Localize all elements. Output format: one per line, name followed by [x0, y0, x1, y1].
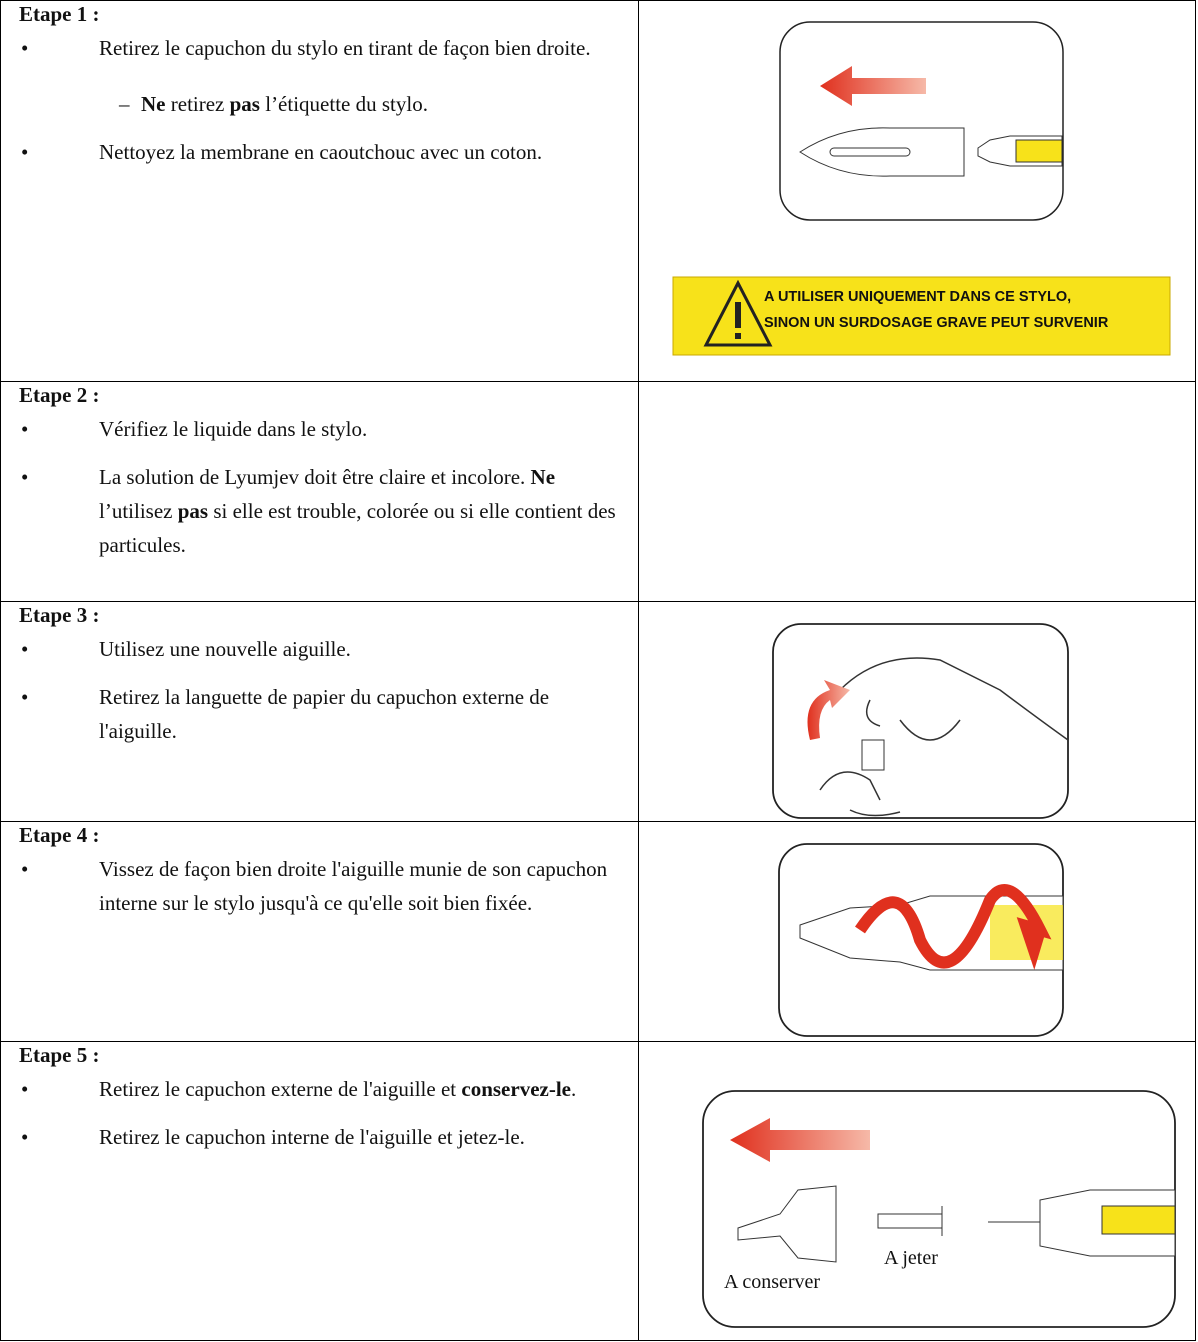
- step-row: Etape 2 : Vérifiez le liquide dans le sty…: [0, 381, 1196, 601]
- text: Retirez le capuchon externe de l'aiguill…: [99, 1077, 462, 1101]
- step-heading: Etape 2 :: [19, 383, 100, 407]
- bold-text: pas: [177, 499, 209, 523]
- slot: [829, 147, 911, 157]
- hand: [819, 771, 901, 817]
- outer-cap: [737, 1185, 837, 1263]
- text: Nettoyez la membrane en caoutchouc avec …: [99, 140, 543, 164]
- bullet-item: Nettoyez la membrane en caoutchouc avec …: [19, 135, 629, 169]
- text: La solution de Lyumjev doit être claire …: [99, 465, 531, 489]
- step-row: Etape 3 : Utilisez une nouvelle aiguille.…: [0, 601, 1196, 821]
- arrow: [730, 1118, 870, 1162]
- text: Utilisez une nouvelle aiguille.: [99, 637, 351, 661]
- step-heading: Etape 5 :: [19, 1043, 100, 1067]
- step-heading: Etape 1 :: [19, 2, 100, 26]
- sub-item: Ne retirez pas l’étiquette du stylo.: [99, 87, 629, 121]
- step-text: Etape 2 : Vérifiez le liquide dans le sty…: [1, 382, 639, 601]
- bullet-item: Retirez la languette de papier du capuch…: [19, 680, 629, 748]
- step-row: Etape 5 : Retirez le capuchon externe de …: [0, 1041, 1196, 1341]
- step-text: Etape 5 : Retirez le capuchon externe de …: [1, 1042, 639, 1340]
- text: Vissez de façon bien droite l'aiguille m…: [99, 857, 608, 915]
- text: Vérifiez le liquide dans le stylo.: [99, 417, 368, 441]
- bold-text: pas: [229, 92, 260, 116]
- step-text: Etape 3 : Utilisez une nouvelle aiguille.…: [1, 602, 639, 821]
- needle: [861, 739, 885, 771]
- pen-label: [1101, 1205, 1176, 1235]
- bold-text: Ne: [141, 92, 166, 116]
- text: Retirez le capuchon du stylo en tirant d…: [99, 36, 591, 60]
- bullet-item: Retirez le capuchon externe de l'aiguill…: [19, 1072, 629, 1106]
- warning-icon: [703, 279, 773, 347]
- step-heading: Etape 4 :: [19, 823, 100, 847]
- figure-label: A jeter: [884, 1247, 938, 1269]
- arrow: [807, 680, 850, 740]
- step-row: Etape 1 : Retirez le capuchon du stylo en…: [0, 0, 1196, 381]
- arrow: [855, 884, 1052, 970]
- bullet-item: Retirez le capuchon interne de l'aiguill…: [19, 1120, 629, 1154]
- step-heading: Etape 3 :: [19, 603, 100, 627]
- bold-text: Ne: [530, 465, 556, 489]
- text: retirez: [165, 92, 230, 116]
- cap: [799, 127, 965, 177]
- arrow: [820, 66, 926, 106]
- warning-icon: [735, 302, 741, 328]
- bullet-item: Vissez de façon bien droite l'aiguille m…: [19, 852, 629, 920]
- step-row: Etape 4 : Vissez de façon bien droite l'a…: [0, 821, 1196, 1041]
- bold-text: conservez-le: [461, 1077, 571, 1101]
- frame: [772, 623, 1069, 819]
- bullet-item: La solution de Lyumjev doit être claire …: [19, 460, 629, 562]
- bullet-item: Utilisez une nouvelle aiguille.: [19, 632, 629, 666]
- step-text: Etape 4 : Vissez de façon bien droite l'a…: [1, 822, 639, 1041]
- warning-text: SINON UN SURDOSAGE GRAVE PEUT SURVENIR: [764, 315, 1109, 331]
- pen-label: [1015, 139, 1063, 163]
- text: Retirez le capuchon interne de l'aiguill…: [99, 1125, 525, 1149]
- bullet-item: Vérifiez le liquide dans le stylo.: [19, 412, 629, 446]
- text: .: [570, 1077, 577, 1101]
- frame: [779, 21, 1064, 221]
- hand: [839, 657, 1069, 741]
- inner-cap: [877, 1213, 943, 1229]
- text: Retirez la languette de papier du capuch…: [99, 685, 550, 743]
- warning-text: A UTILISER UNIQUEMENT DANS CE STYLO,: [764, 289, 1072, 305]
- warning-icon: [735, 333, 741, 339]
- text: l’utilisez: [99, 499, 178, 523]
- text: l’étiquette du stylo.: [259, 92, 428, 116]
- bullet-item: Retirez le capuchon du stylo en tirant d…: [19, 31, 629, 121]
- step-text: Etape 1 : Retirez le capuchon du stylo en…: [1, 1, 639, 381]
- text: si elle est trouble, colorée ou si elle …: [99, 499, 616, 557]
- figure-label: A conserver: [724, 1271, 821, 1293]
